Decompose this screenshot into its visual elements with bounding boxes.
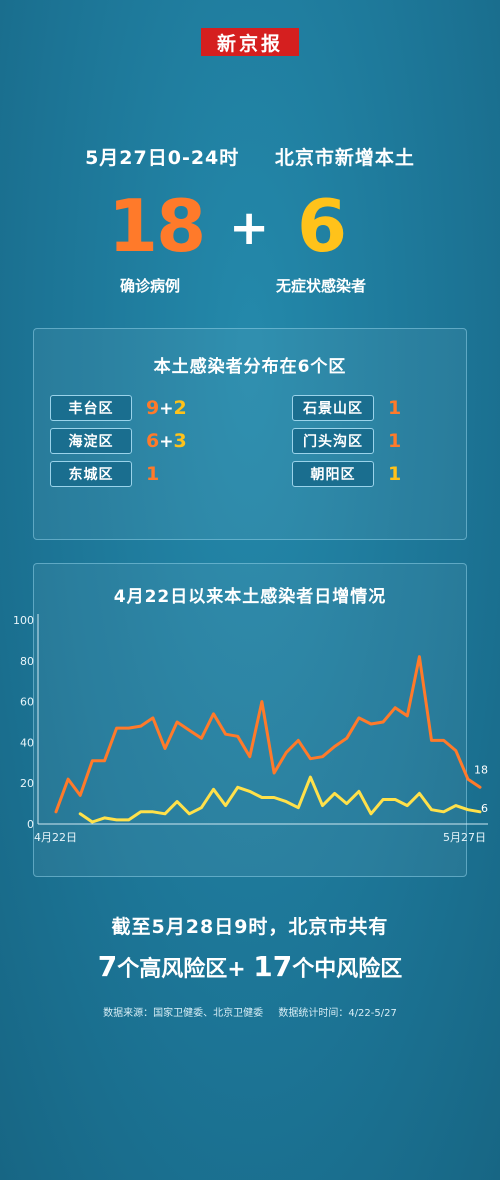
y-tick-label: 20 <box>20 777 34 790</box>
data-source: 数据来源：国家卫健委、北京卫健委 数据统计时间：4/22-5/27 <box>0 1004 500 1019</box>
daily-increase-chart: 0 20 40 60 80 100 4月22日 5月27日 18 6 <box>13 614 488 844</box>
district-name: 石景山区 <box>292 395 374 421</box>
district-value: 1 <box>146 463 160 485</box>
mid-risk-count: 17 <box>253 950 293 983</box>
district-row: 石景山区 1 <box>292 395 401 421</box>
district-value: 1 <box>388 397 402 419</box>
district-name: 朝阳区 <box>292 461 374 487</box>
district-value: 1 <box>388 430 402 452</box>
y-tick-label: 100 <box>13 614 34 627</box>
district-row: 门头沟区 1 <box>292 428 401 454</box>
district-value: 6+3 <box>146 430 187 452</box>
district-panel-title: 本土感染者分布在6个区 <box>153 357 347 377</box>
mid-risk-label: 个中风险区 <box>292 957 403 982</box>
risk-area-intro: 截至5月28日9时，北京市共有 <box>111 916 389 938</box>
y-tick-label: 40 <box>20 736 34 749</box>
high-risk-count: 7 <box>97 950 118 983</box>
plus-sign: + <box>229 200 270 256</box>
district-row: 丰台区 9+2 <box>50 395 187 421</box>
chart-title: 4月22日以来本土感染者日增情况 <box>113 587 387 607</box>
district-name: 东城区 <box>50 461 132 487</box>
headline-date: 5月27日0-24时 <box>85 147 240 169</box>
y-tick-label: 60 <box>20 696 34 709</box>
district-value: 9+2 <box>146 397 187 419</box>
period-text: 数据统计时间：4/22-5/27 <box>278 1008 397 1019</box>
confirmed-label: 确诊病例 <box>120 277 181 295</box>
y-tick-label: 0 <box>27 818 34 831</box>
series-line-asymptomatic <box>78 775 482 824</box>
district-name: 丰台区 <box>50 395 132 421</box>
asymptomatic-label: 无症状感染者 <box>276 277 367 295</box>
district-row: 海淀区 6+3 <box>50 428 187 454</box>
series-end-label-confirmed: 18 <box>474 763 488 776</box>
confirmed-count: 18 <box>108 184 206 268</box>
headline-subject: 北京市新增本土 <box>274 147 415 169</box>
district-value: 1 <box>388 463 402 485</box>
asymptomatic-count: 6 <box>297 184 348 268</box>
district-row: 朝阳区 1 <box>292 461 401 487</box>
series-line-confirmed <box>54 655 482 814</box>
risk-area-summary: 7个高风险区+ 17个中风险区 <box>0 950 500 983</box>
headline: 5月27日0-24时 北京市新增本土 <box>0 143 500 170</box>
chart-panel: 4月22日以来本土感染者日增情况 <box>33 563 467 877</box>
x-tick-label: 4月22日 <box>34 831 77 844</box>
district-name: 门头沟区 <box>292 428 374 454</box>
brand-logo: 新京报 <box>201 28 299 56</box>
x-tick-label: 5月27日 <box>443 831 486 844</box>
high-risk-label: 个高风险区+ <box>117 957 246 982</box>
district-panel: 本土感染者分布在6个区 丰台区 9+2 海淀区 6+3 东城区 1 石景山区 1… <box>33 328 467 540</box>
district-name: 海淀区 <box>50 428 132 454</box>
source-text: 数据来源：国家卫健委、北京卫健委 <box>103 1008 264 1019</box>
series-end-label-asymptomatic: 6 <box>481 802 488 815</box>
district-row: 东城区 1 <box>50 461 159 487</box>
y-tick-label: 80 <box>20 655 34 668</box>
